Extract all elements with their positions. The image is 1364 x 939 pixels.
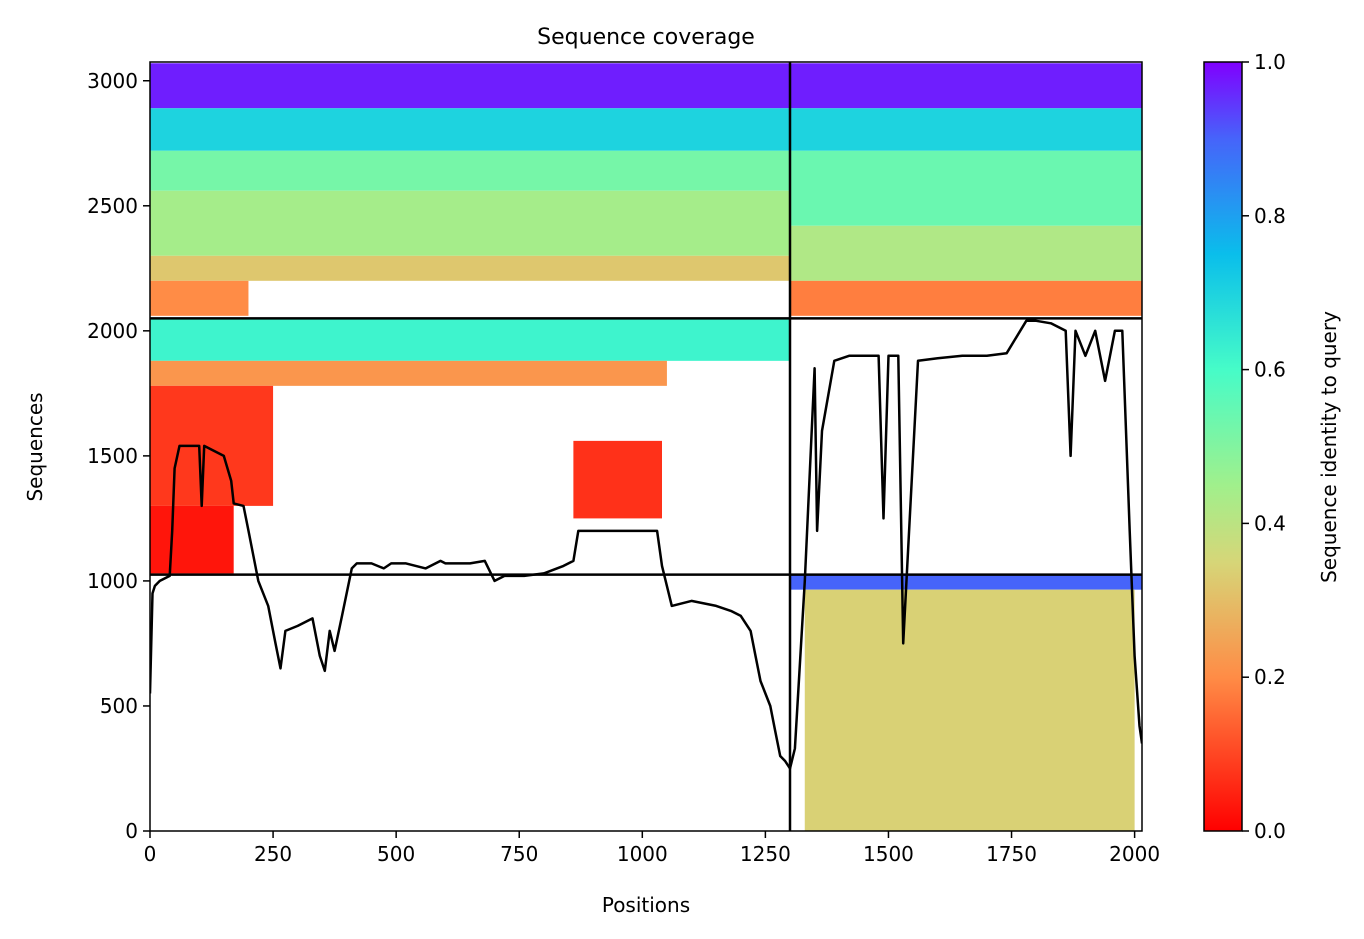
coverage-block (150, 280, 249, 316)
x-axis: 0 250 500 750 1000 1250 1500 1750 2000 (144, 831, 1160, 866)
x-tick-label: 1750 (986, 842, 1037, 866)
coverage-block (790, 108, 1142, 151)
y-tick-label: 2500 (87, 194, 138, 218)
coverage-line-group (150, 319, 1142, 770)
colorbar-tick-label: 0.0 (1254, 819, 1286, 843)
coverage-line (150, 319, 1142, 770)
coverage-block (150, 108, 790, 151)
x-axis-label: Positions (602, 893, 690, 917)
x-tick-label: 1250 (740, 842, 791, 866)
x-tick-label: 1000 (617, 842, 668, 866)
coverage-block (790, 63, 1142, 109)
coverage-block (150, 360, 667, 386)
y-tick-label: 500 (100, 694, 138, 718)
coverage-block (790, 574, 1142, 590)
x-tick-label: 750 (500, 842, 538, 866)
coverage-block (150, 255, 790, 281)
coverage-block (150, 190, 790, 256)
x-tick-label: 1500 (863, 842, 914, 866)
y-axis: 0 500 1000 1500 2000 2500 3000 (87, 69, 150, 843)
x-tick-label: 250 (254, 842, 292, 866)
coverage-block (790, 225, 1142, 281)
coverage-heatmap (150, 63, 1142, 831)
y-tick-label: 1000 (87, 569, 138, 593)
coverage-block (150, 385, 274, 506)
coverage-block (150, 318, 790, 361)
colorbar-tick-label: 0.8 (1254, 204, 1286, 228)
coverage-block (573, 440, 662, 519)
coverage-block (804, 589, 1135, 831)
colorbar-tick-label: 0.4 (1254, 511, 1286, 535)
coverage-block (790, 150, 1142, 226)
colorbar-label: Sequence identity to query (1317, 311, 1341, 583)
x-tick-label: 2000 (1109, 842, 1160, 866)
coverage-block (150, 63, 790, 109)
colorbar (1203, 61, 1243, 832)
coverage-block (150, 505, 234, 574)
colorbar-tick-label: 0.6 (1254, 358, 1286, 382)
coverage-block (150, 150, 790, 191)
coverage-block (790, 280, 1142, 316)
colorbar-tick-label: 1.0 (1254, 50, 1286, 74)
y-tick-label: 2000 (87, 319, 138, 343)
chart-title: Sequence coverage (537, 25, 755, 50)
y-tick-label: 0 (125, 819, 138, 843)
y-axis-label: Sequences (23, 392, 47, 501)
colorbar-tick-label: 0.2 (1254, 665, 1286, 689)
x-tick-label: 0 (144, 842, 157, 866)
x-tick-label: 500 (377, 842, 415, 866)
y-tick-label: 3000 (87, 69, 138, 93)
plot-frame (149, 61, 1143, 832)
colorbar-ticks: 0.0 0.2 0.4 0.6 0.8 1.0 (1242, 50, 1286, 843)
y-tick-label: 1500 (87, 444, 138, 468)
segment-dividers (150, 62, 1142, 831)
